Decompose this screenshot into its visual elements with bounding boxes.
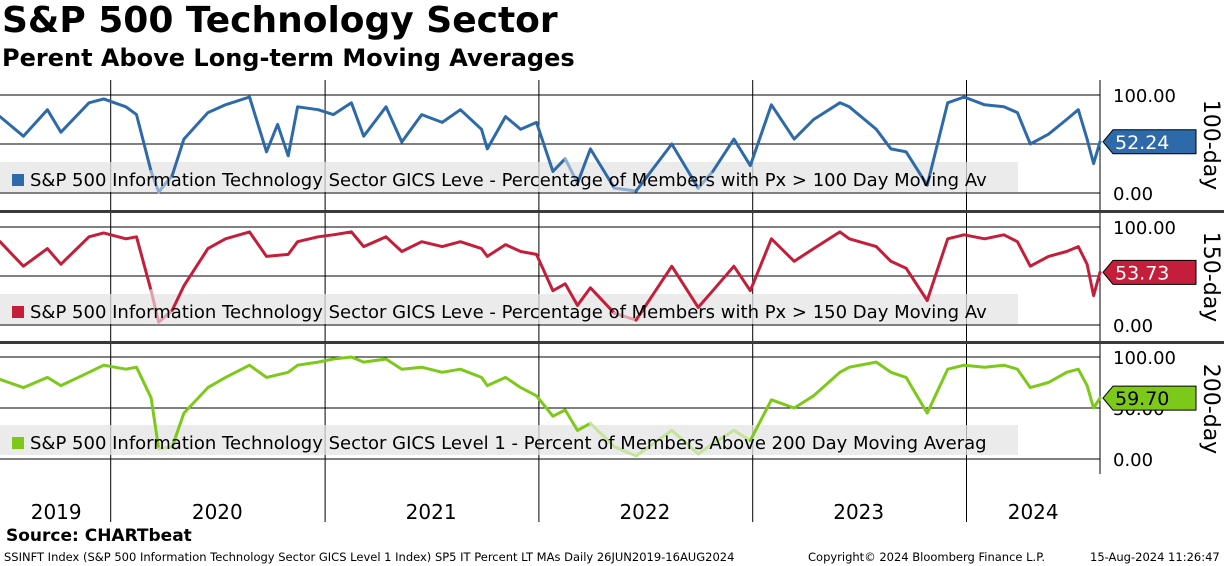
series-line-segment-faded: [149, 289, 174, 324]
legend-label: S&P 500 Information Technology Sector GI…: [30, 302, 987, 323]
y-tick-label: 0.00: [1113, 316, 1153, 337]
series-line-segment: [634, 230, 1102, 322]
series-line-segment-faded: [157, 445, 174, 451]
year-tick-label: 2022: [619, 500, 670, 524]
series-line-segment: [170, 230, 616, 315]
series-line-segment: [634, 142, 700, 193]
last-value-label: 59.70: [1115, 388, 1169, 410]
series-line-segment: [0, 363, 161, 451]
y-tick-label: 0.00: [1113, 184, 1153, 205]
footer-datetime: 15-Aug-2024 11:26:47: [1090, 550, 1220, 564]
year-tick-label: 2023: [833, 500, 884, 524]
legend-swatch: [12, 306, 24, 318]
series-line-segment-faded: [612, 186, 638, 193]
series-line-segment: [0, 97, 153, 173]
series-line-segment: [576, 147, 616, 190]
legend-label: S&P 500 Information Technology Sector GI…: [30, 170, 987, 191]
y-tick-label: 100.00: [1113, 86, 1176, 107]
series-line-segment: [170, 355, 592, 449]
series-line-segment: [711, 95, 1102, 187]
legend-label: S&P 500 Information Technology Sector GI…: [30, 433, 987, 454]
series-line-segment: [748, 360, 1102, 443]
series-line-segment: [170, 95, 567, 177]
last-value-label: 52.24: [1115, 132, 1169, 154]
series-line-segment-faded: [612, 311, 638, 322]
legend-swatch: [12, 174, 24, 186]
chart-title: S&P 500 Technology Sector: [2, 0, 558, 41]
footer-description: SSINFT Index (S&P 500 Information Techno…: [4, 550, 735, 564]
legend-background: [0, 425, 1018, 455]
y-tick-label: 100.00: [1113, 218, 1176, 239]
y-tick-label: 100.00: [1113, 348, 1176, 369]
last-value-label: 53.73: [1115, 262, 1169, 284]
source-note: Source: CHARTbeat: [6, 526, 192, 546]
chart-subtitle: Perent Above Long-term Moving Averages: [2, 44, 575, 72]
legend-swatch: [12, 437, 24, 449]
panel-separator: [0, 210, 1224, 213]
year-tick-label: 2019: [31, 500, 82, 524]
year-tick-label: 2021: [406, 500, 457, 524]
series-line-segment-faded: [563, 157, 579, 185]
last-value-tag: [1102, 385, 1197, 411]
panel-side-label: 150-day: [1198, 232, 1223, 322]
series-line-segment-faded: [149, 169, 174, 194]
series-line-segment-faded: [588, 421, 752, 458]
year-tick-label: 2020: [192, 500, 243, 524]
footer-copyright: Copyright© 2024 Bloomberg Finance L.P.: [808, 550, 1045, 564]
last-value-tag: [1102, 129, 1197, 155]
panel-separator: [0, 341, 1224, 344]
series-line-segment: [0, 231, 153, 293]
panel-side-label: 100-day: [1198, 100, 1223, 190]
legend-background: [0, 294, 1018, 324]
last-value-tag: [1102, 259, 1197, 285]
panel-side-label: 200-day: [1198, 364, 1223, 454]
y-tick-label: 0.00: [1113, 450, 1153, 471]
year-tick-label: 2024: [1008, 500, 1059, 524]
series-line-segment-faded: [696, 169, 715, 190]
